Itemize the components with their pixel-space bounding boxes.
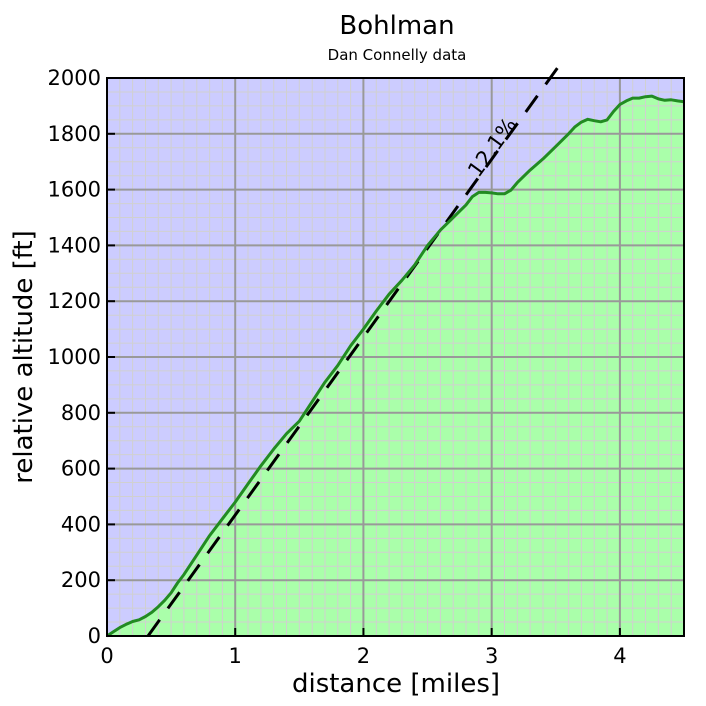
y-tick-label: 1600 xyxy=(48,178,101,202)
chart-title: Bohlman xyxy=(339,11,454,41)
x-tick-label: 3 xyxy=(485,644,498,668)
major-grid xyxy=(107,78,684,636)
x-axis-label: distance [miles] xyxy=(292,669,500,699)
fit-line xyxy=(146,65,560,637)
altitude-profile-line xyxy=(106,94,685,638)
y-tick-label: 600 xyxy=(61,457,101,481)
y-tick-label: 1400 xyxy=(48,233,101,257)
y-tick-label: 1800 xyxy=(48,122,101,146)
y-tick-label: 800 xyxy=(61,401,101,425)
x-tick-label: 0 xyxy=(100,644,113,668)
y-tick-label: 2000 xyxy=(48,66,101,90)
y-axis-label: relative altitude [ft] xyxy=(9,230,39,484)
x-axis-ticks: 0 1 2 3 4 xyxy=(100,628,627,668)
x-tick-label: 4 xyxy=(613,644,626,668)
chart-subtitle: Dan Connelly data xyxy=(328,46,467,64)
y-tick-label: 1200 xyxy=(48,289,101,313)
y-tick-label: 0 xyxy=(88,624,101,648)
y-tick-label: 400 xyxy=(61,512,101,536)
y-axis-ticks: 0 200 400 600 800 1000 1200 1400 1600 1800 2000 xyxy=(48,66,115,648)
y-tick-label: 200 xyxy=(61,568,101,592)
y-tick-label: 1000 xyxy=(48,345,101,369)
x-tick-label: 1 xyxy=(229,644,242,668)
x-tick-label: 2 xyxy=(357,644,370,668)
